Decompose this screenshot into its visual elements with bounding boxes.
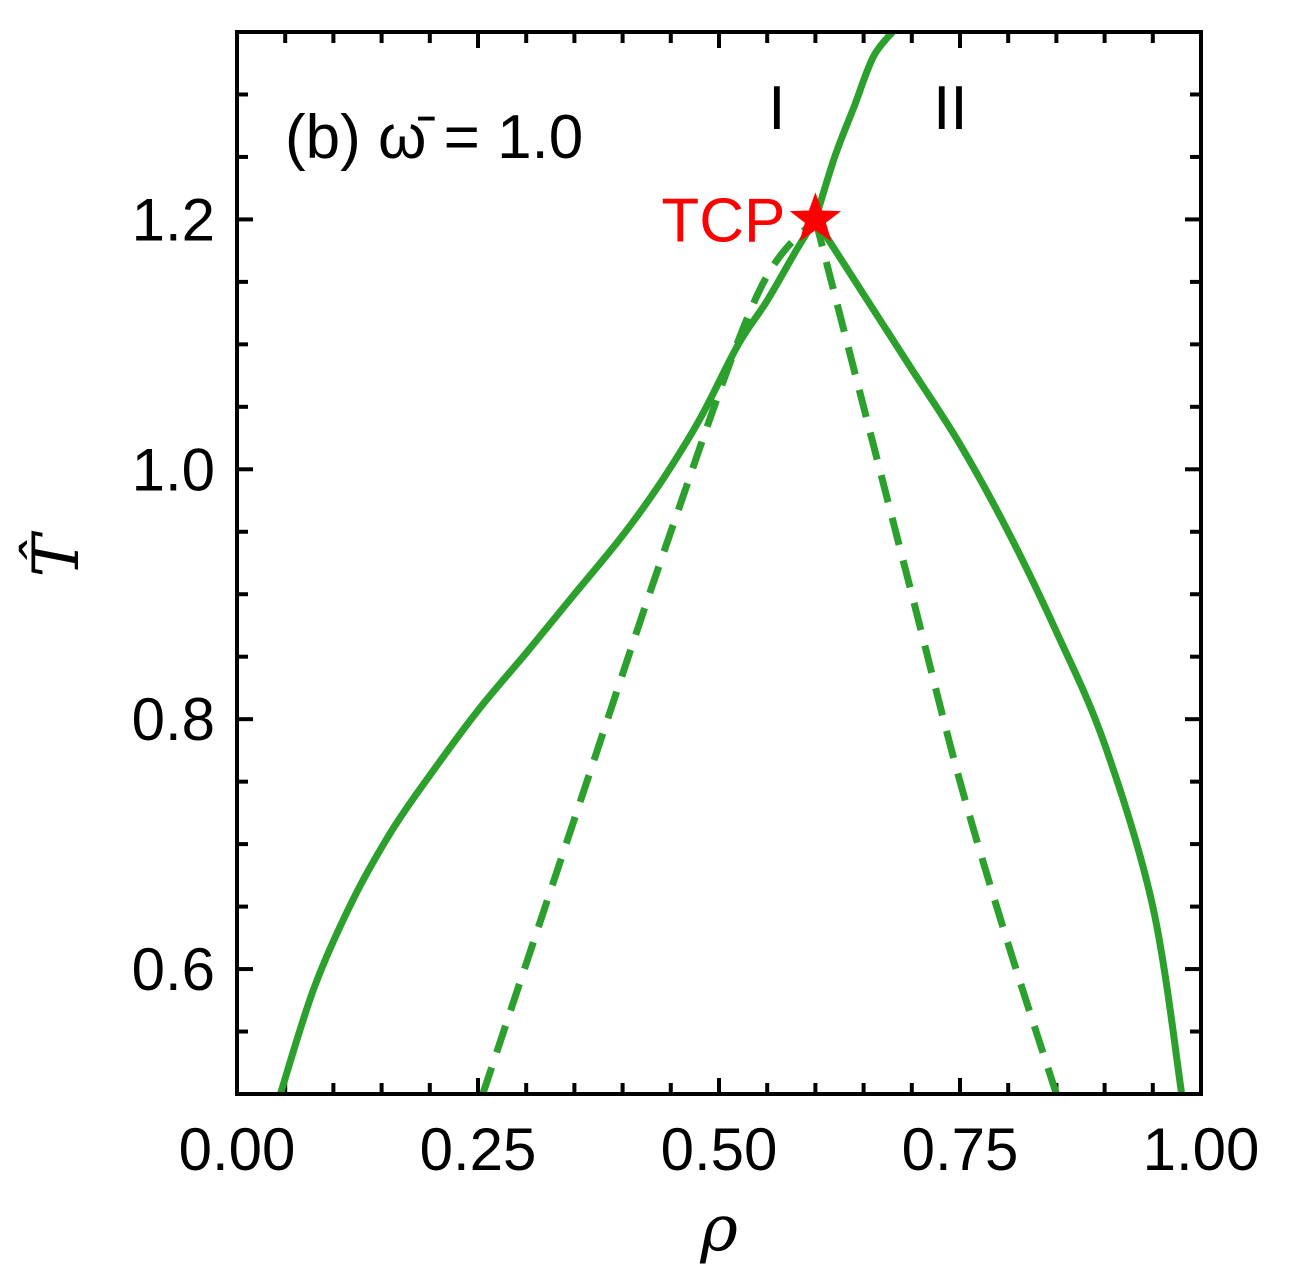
- solid-curve-2: [812, 217, 1186, 1094]
- region-label-i: I: [768, 74, 785, 143]
- y-tick-label: 0.8: [132, 686, 215, 753]
- plot-curves: [277, 32, 1186, 1094]
- panel-annotation: (b) ω̄ = 1.0: [285, 103, 583, 172]
- y-tick-label: 0.6: [132, 936, 215, 1003]
- x-axis-label: ρ: [699, 1192, 738, 1266]
- tcp-star-marker: [789, 192, 842, 242]
- x-tick-label: 0.00: [179, 1116, 296, 1183]
- region-label-ii: II: [933, 74, 967, 143]
- x-tick-label: 0.25: [420, 1116, 537, 1183]
- y-axis-label: T̂: [19, 530, 94, 577]
- x-tick-label: 0.50: [661, 1116, 778, 1183]
- tick-labels: 0.00 0.25 0.50 0.75 1.00 0.6 0.8 1.0 1.2: [132, 186, 1260, 1183]
- y-tick-label: 1.0: [132, 436, 215, 503]
- x-tick-label: 0.75: [902, 1116, 1019, 1183]
- solid-curve-0: [277, 217, 819, 1094]
- tcp-label: TCP: [661, 186, 785, 255]
- plot-frame: [235, 30, 1203, 1096]
- dashed-curve-3: [479, 217, 819, 1094]
- solid-curve-1: [812, 32, 896, 221]
- y-tick-label: 1.2: [132, 186, 215, 253]
- dashed-curve-4: [812, 218, 1060, 1094]
- x-tick-label: 1.00: [1143, 1116, 1260, 1183]
